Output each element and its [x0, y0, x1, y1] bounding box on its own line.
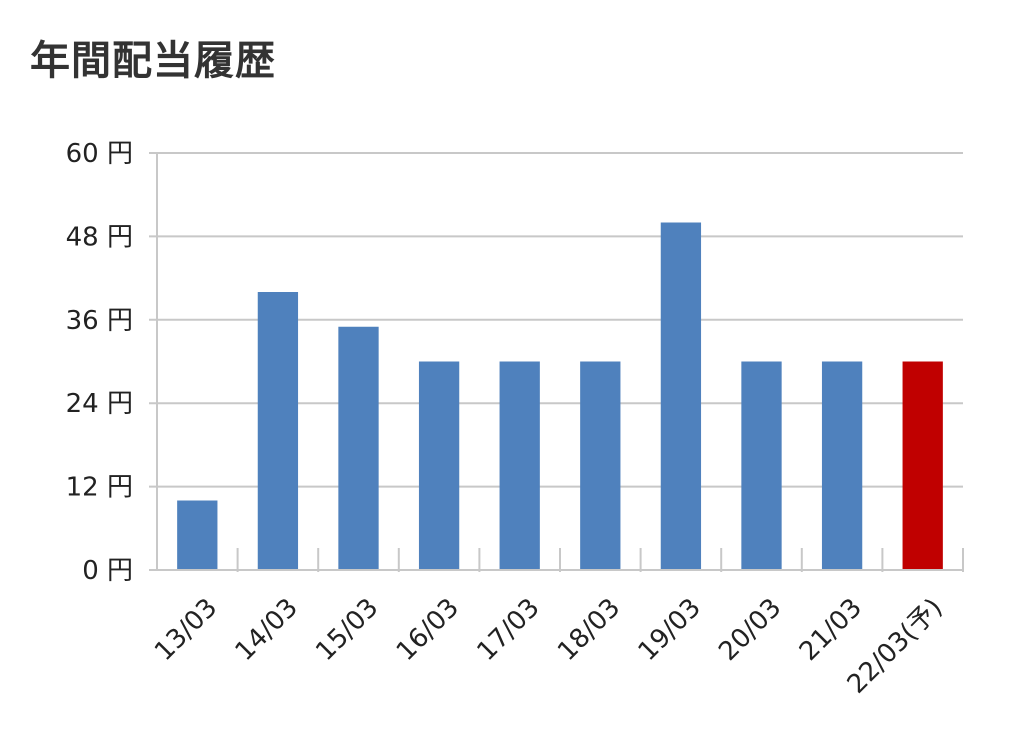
x-tick-label: 16/03	[391, 593, 465, 667]
x-tick-label: 20/03	[713, 593, 787, 667]
bars	[177, 222, 943, 570]
bar	[257, 292, 299, 570]
x-tick-label: 19/03	[633, 593, 707, 667]
bar	[741, 361, 782, 570]
bar	[338, 326, 379, 570]
y-tick-label: 36 円	[66, 306, 133, 336]
y-tick-label: 60 円	[66, 139, 133, 169]
x-tick-label: 14/03	[230, 593, 304, 667]
x-tick-label: 17/03	[471, 593, 545, 667]
x-tick-label: 18/03	[552, 593, 626, 667]
bar	[821, 361, 863, 570]
y-tick-label: 12 円	[66, 473, 133, 503]
x-axis-ticks: 13/03 14/03 15/03 16/03 17/03 18/03 19/03 20/03…	[149, 593, 949, 700]
x-axis	[149, 153, 964, 572]
x-tick-label: 21/03	[794, 593, 868, 667]
bar	[418, 361, 460, 570]
bar	[660, 222, 702, 570]
y-axis-ticks: 0 円 12 円 24 円 36 円 48 円 60 円	[66, 139, 133, 586]
x-tick-label: 15/03	[310, 593, 384, 667]
chart-title: 年間配当履歴	[30, 38, 276, 84]
y-tick-label: 0 円	[82, 556, 133, 586]
bar	[177, 500, 218, 570]
bar	[902, 361, 943, 570]
x-tick-label: 13/03	[149, 593, 223, 667]
y-tick-label: 24 円	[66, 389, 133, 419]
y-tick-label: 48 円	[66, 222, 133, 252]
bar	[580, 361, 621, 570]
bar	[499, 361, 540, 570]
